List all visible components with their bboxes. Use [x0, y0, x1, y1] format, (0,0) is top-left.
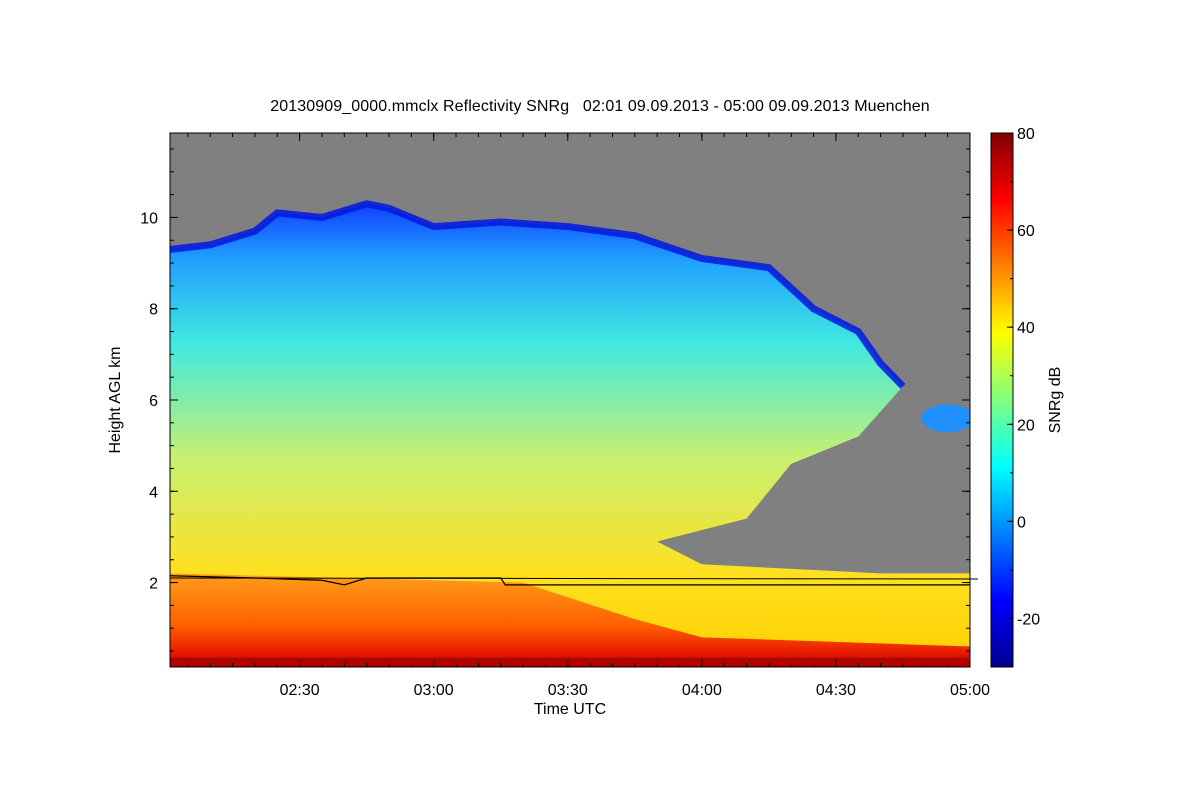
y-tick-label: 2 — [149, 576, 158, 593]
axes: 02:30 03:00 03:30 04:00 04:30 05:00 2 4 6 8 10 — [140, 133, 990, 699]
chart-title: 20130909_0000.mmclx Reflectivity SNRg 02… — [270, 98, 930, 115]
y-tick-label: 4 — [149, 484, 158, 501]
x-tick-label: 04:30 — [816, 682, 856, 699]
colorbar-label: SNRg dB — [1047, 367, 1064, 434]
colorbar-tick-label: 20 — [1017, 417, 1035, 434]
isolated-echo — [921, 404, 970, 433]
reference-line — [169, 577, 979, 580]
colorbar-tick-label: 0 — [1017, 514, 1026, 531]
x-axis-label: Time UTC — [534, 701, 606, 718]
colorbar — [990, 132, 1014, 668]
ground-echo-band — [170, 657, 970, 667]
x-tick-label: 04:00 — [682, 682, 722, 699]
x-tick-label: 03:30 — [548, 682, 588, 699]
y-axis-label: Height AGL km — [107, 346, 124, 453]
y-tick-label: 6 — [149, 393, 158, 410]
x-tick-label: 05:00 — [950, 682, 990, 699]
x-tick-label: 02:30 — [280, 682, 320, 699]
colorbar-tick-label: 80 — [1017, 126, 1035, 143]
colorbar-axis: -20 0 20 40 60 80 — [1007, 126, 1040, 668]
y-tick-label: 8 — [149, 302, 158, 319]
colorbar-tick-label: -20 — [1017, 611, 1040, 628]
plot-area — [170, 133, 970, 667]
cloud-top-rim — [170, 200, 906, 389]
cloud-echo-region — [170, 203, 970, 667]
y-tick-label: 10 — [140, 210, 158, 227]
colorbar-tick-label: 40 — [1017, 320, 1035, 337]
precipitation-echo — [170, 573, 970, 667]
x-tick-label: 03:00 — [414, 682, 454, 699]
colorbar-tick-label: 60 — [1017, 223, 1035, 240]
